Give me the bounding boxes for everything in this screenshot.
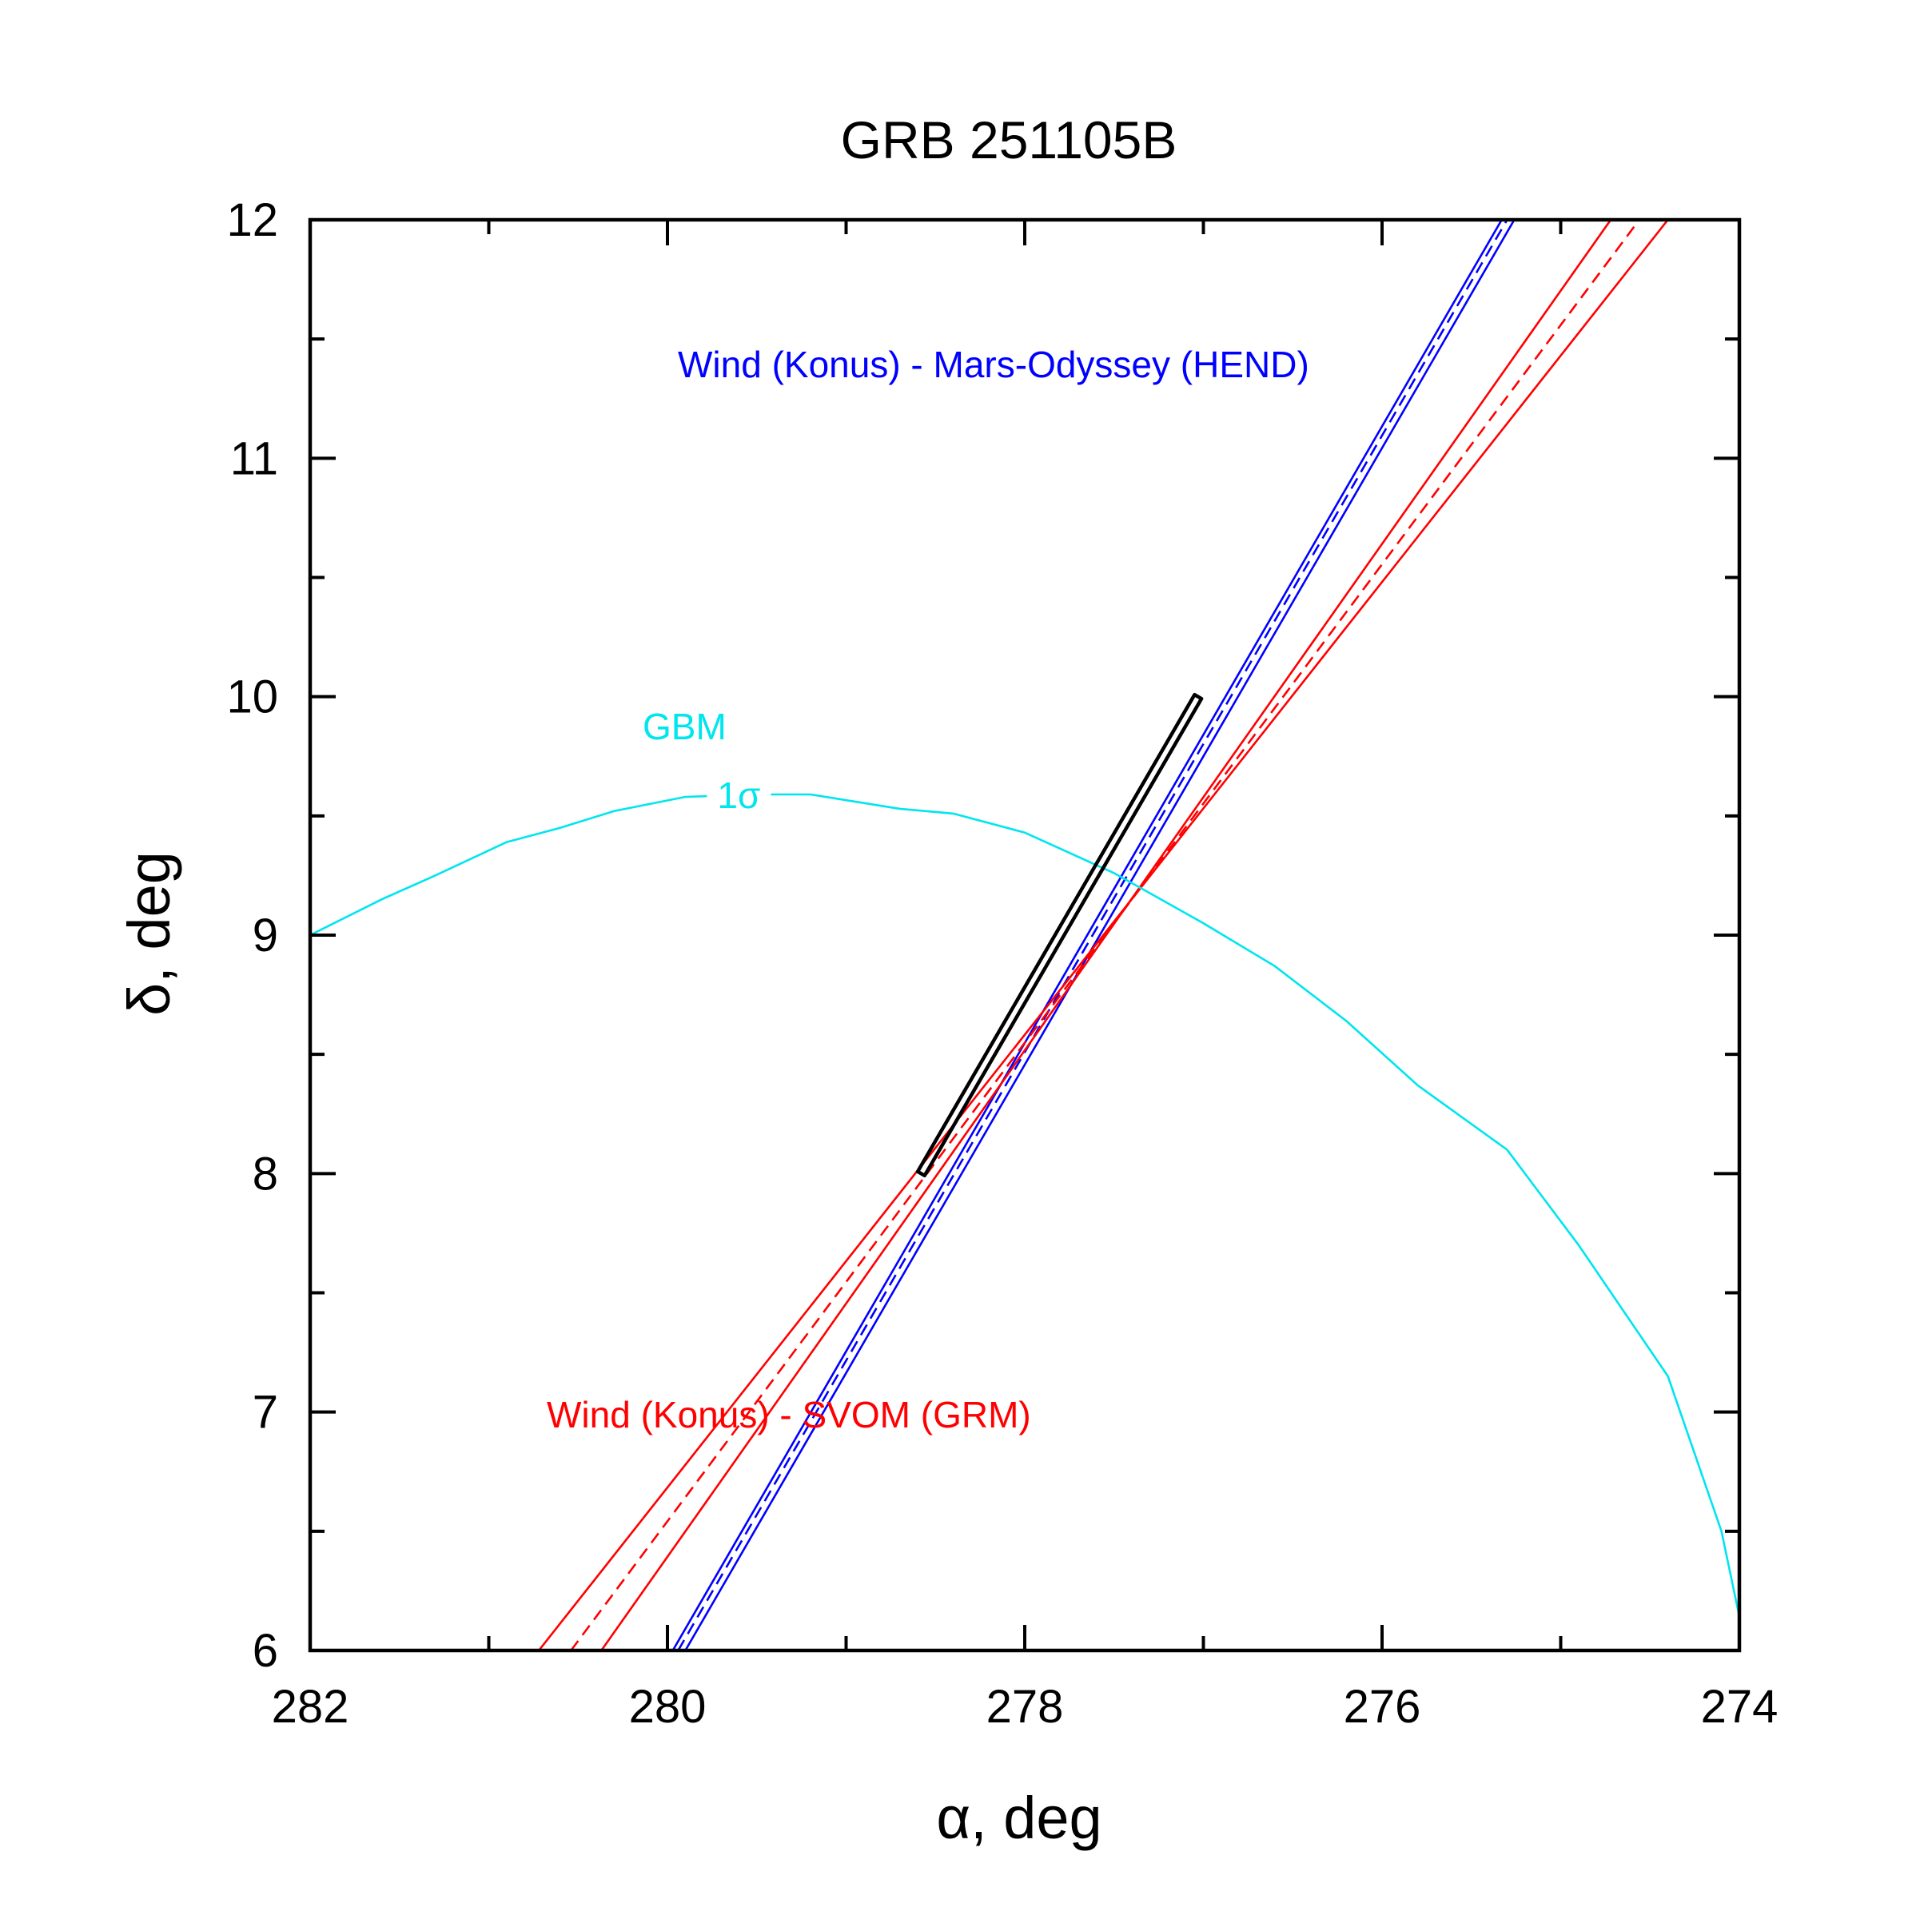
x-tick-label: 280 xyxy=(629,1681,707,1733)
sigma-label-mask xyxy=(707,771,771,817)
y-axis-label: δ, deg xyxy=(116,851,182,1016)
wind-mars-label: Wind (Konus) - Mars-Odyssey (HEND) xyxy=(678,344,1309,385)
x-tick-label: 274 xyxy=(1701,1681,1779,1733)
y-tick-label: 9 xyxy=(253,910,278,962)
y-tick-label: 7 xyxy=(253,1387,278,1439)
error-box xyxy=(915,692,1204,1178)
chart-title: GRB 251105B xyxy=(841,110,1177,169)
x-tick-label: 278 xyxy=(986,1681,1064,1733)
series-line-6 xyxy=(310,793,1739,1622)
gbm-sigma-label: 1σ xyxy=(717,774,760,816)
plot-frame xyxy=(308,217,1742,1653)
x-axis-label: α, deg xyxy=(936,1785,1101,1851)
series-line-0 xyxy=(671,220,1503,1650)
series-line-1 xyxy=(677,220,1508,1650)
y-tick-label: 10 xyxy=(226,671,278,723)
wind-svom-label: Wind (Konus) - SVOM (GRM) xyxy=(547,1394,1031,1435)
y-tick-label: 8 xyxy=(253,1148,278,1200)
x-tick-label: 282 xyxy=(272,1681,349,1733)
y-tick-label: 11 xyxy=(230,432,278,484)
series-line-3 xyxy=(538,220,1669,1650)
plot-area: 1σ xyxy=(310,220,1739,1650)
gbm-label: GBM xyxy=(643,706,727,747)
series-line-2 xyxy=(684,220,1516,1650)
series-group xyxy=(310,220,1739,1650)
x-tick-label: 276 xyxy=(1344,1681,1421,1733)
series-line-5 xyxy=(600,220,1612,1650)
y-tick-label: 6 xyxy=(253,1625,278,1677)
y-tick-label: 12 xyxy=(226,194,278,246)
axis-ticks: 282 280 278 276 274 6 7 8 9 10 11 12 xyxy=(226,194,1778,1733)
